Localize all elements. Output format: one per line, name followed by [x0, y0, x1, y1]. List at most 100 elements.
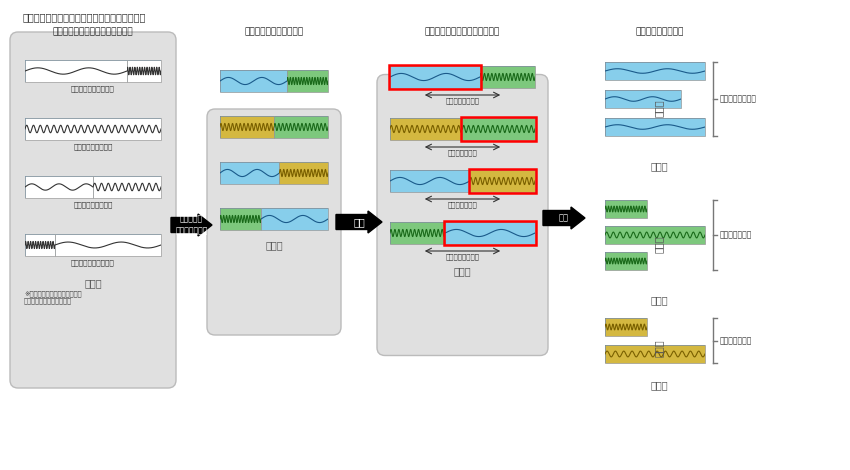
Bar [462, 117, 536, 141]
Text: 学習: 学習 [353, 217, 365, 227]
Bar [25, 60, 127, 82]
Bar [605, 62, 705, 80]
Bar [25, 60, 127, 82]
Bar [287, 70, 328, 92]
Bar [445, 222, 535, 244]
Text: 区間抽出と: 区間抽出と [180, 214, 203, 224]
Text: ・・・: ・・・ [654, 235, 664, 253]
Bar [220, 70, 287, 92]
Text: ・・・: ・・・ [650, 380, 668, 390]
Bar [220, 162, 280, 184]
Bar [605, 345, 705, 363]
Text: 予測の寄与度が高い区間を抽出: 予測の寄与度が高い区間を抽出 [425, 27, 500, 36]
Text: 区間に切り分けたデータ: 区間に切り分けたデータ [245, 27, 303, 36]
Bar [390, 170, 470, 192]
Text: 主に「止まっている」: 主に「止まっている」 [71, 85, 115, 92]
Bar [390, 66, 480, 88]
Bar [220, 162, 280, 184]
Bar [462, 118, 535, 140]
Bar [605, 62, 705, 80]
Text: 「走っている」: 「走っている」 [448, 201, 478, 208]
Bar [605, 118, 705, 136]
Bar [605, 200, 647, 218]
Text: ・・・: ・・・ [454, 266, 471, 276]
Bar [127, 60, 161, 82]
FancyBboxPatch shape [377, 75, 548, 355]
Bar [280, 162, 328, 184]
Bar [25, 234, 55, 256]
Bar [605, 318, 647, 336]
Bar [462, 118, 535, 140]
Bar [25, 234, 55, 256]
Text: （例）ランニング時の加速度センサーのデータ: （例）ランニング時の加速度センサーのデータ [23, 12, 146, 22]
Bar [468, 169, 536, 193]
Text: 主に「止まっている」: 主に「止まっている」 [71, 259, 115, 266]
Bar [470, 170, 535, 192]
Bar [605, 226, 705, 244]
Bar [605, 90, 681, 108]
Bar [25, 118, 161, 140]
Text: ※手動で１時間ごとのデータに
ラベルを１つ大雑把に入力: ※手動で１時間ごとのデータに ラベルを１つ大雑把に入力 [24, 290, 82, 304]
Bar [390, 66, 480, 88]
Bar [390, 118, 462, 140]
Bar [55, 234, 161, 256]
Text: ・・・: ・・・ [84, 278, 102, 288]
Text: ・・・: ・・・ [654, 99, 664, 117]
Bar [220, 208, 261, 230]
Bar [445, 222, 535, 244]
Text: ・・・: ・・・ [265, 240, 283, 250]
Bar [220, 116, 274, 138]
Bar [605, 252, 647, 270]
Bar [220, 208, 261, 230]
Text: 主に「歩いている」: 主に「歩いている」 [73, 143, 113, 149]
Bar [390, 118, 462, 140]
Text: 主に「走っている」: 主に「走っている」 [73, 201, 113, 208]
Bar [287, 70, 328, 92]
Bar [25, 176, 93, 198]
Bar [220, 116, 274, 138]
FancyBboxPatch shape [207, 109, 341, 335]
Bar [605, 252, 647, 270]
Bar [55, 234, 161, 256]
Text: ・・・: ・・・ [654, 339, 664, 357]
Bar [389, 65, 481, 89]
Bar [274, 116, 328, 138]
FancyArrow shape [171, 214, 212, 236]
Bar [605, 318, 647, 336]
Bar [390, 170, 470, 192]
Bar [274, 116, 328, 138]
Text: 「歩いている」: 「歩いている」 [448, 149, 478, 156]
Bar [605, 118, 705, 136]
Text: ・・・: ・・・ [650, 161, 668, 171]
Bar [605, 226, 705, 244]
Text: 「止まっている」: 「止まっている」 [445, 97, 479, 103]
Bar [605, 200, 647, 218]
Bar [220, 70, 287, 92]
Text: 「止まっている」: 「止まっている」 [720, 94, 757, 103]
Bar [444, 221, 536, 245]
Text: ・・・: ・・・ [650, 295, 668, 305]
Text: １時間ごとのデータにラベル付与: １時間ごとのデータにラベル付与 [53, 27, 133, 36]
Bar [261, 208, 328, 230]
Bar [390, 222, 445, 244]
Bar [93, 176, 161, 198]
Text: 高精度な教師データ: 高精度な教師データ [636, 27, 684, 36]
Text: 集計: 集計 [559, 213, 569, 222]
Bar [605, 345, 705, 363]
Bar [280, 162, 328, 184]
Bar [470, 170, 535, 192]
Bar [25, 118, 161, 140]
Bar [25, 176, 93, 198]
FancyBboxPatch shape [10, 32, 176, 388]
Text: クラスタリング: クラスタリング [175, 227, 207, 235]
Bar [390, 222, 445, 244]
Text: 「走っている」: 「走っている」 [720, 336, 752, 345]
FancyArrow shape [543, 207, 585, 229]
Bar [480, 66, 535, 88]
Bar [605, 90, 681, 108]
Text: 「止まっている」: 「止まっている」 [445, 253, 479, 259]
Bar [261, 208, 328, 230]
Bar [480, 66, 535, 88]
Text: 「歩いている」: 「歩いている」 [720, 230, 752, 240]
Bar [127, 60, 161, 82]
